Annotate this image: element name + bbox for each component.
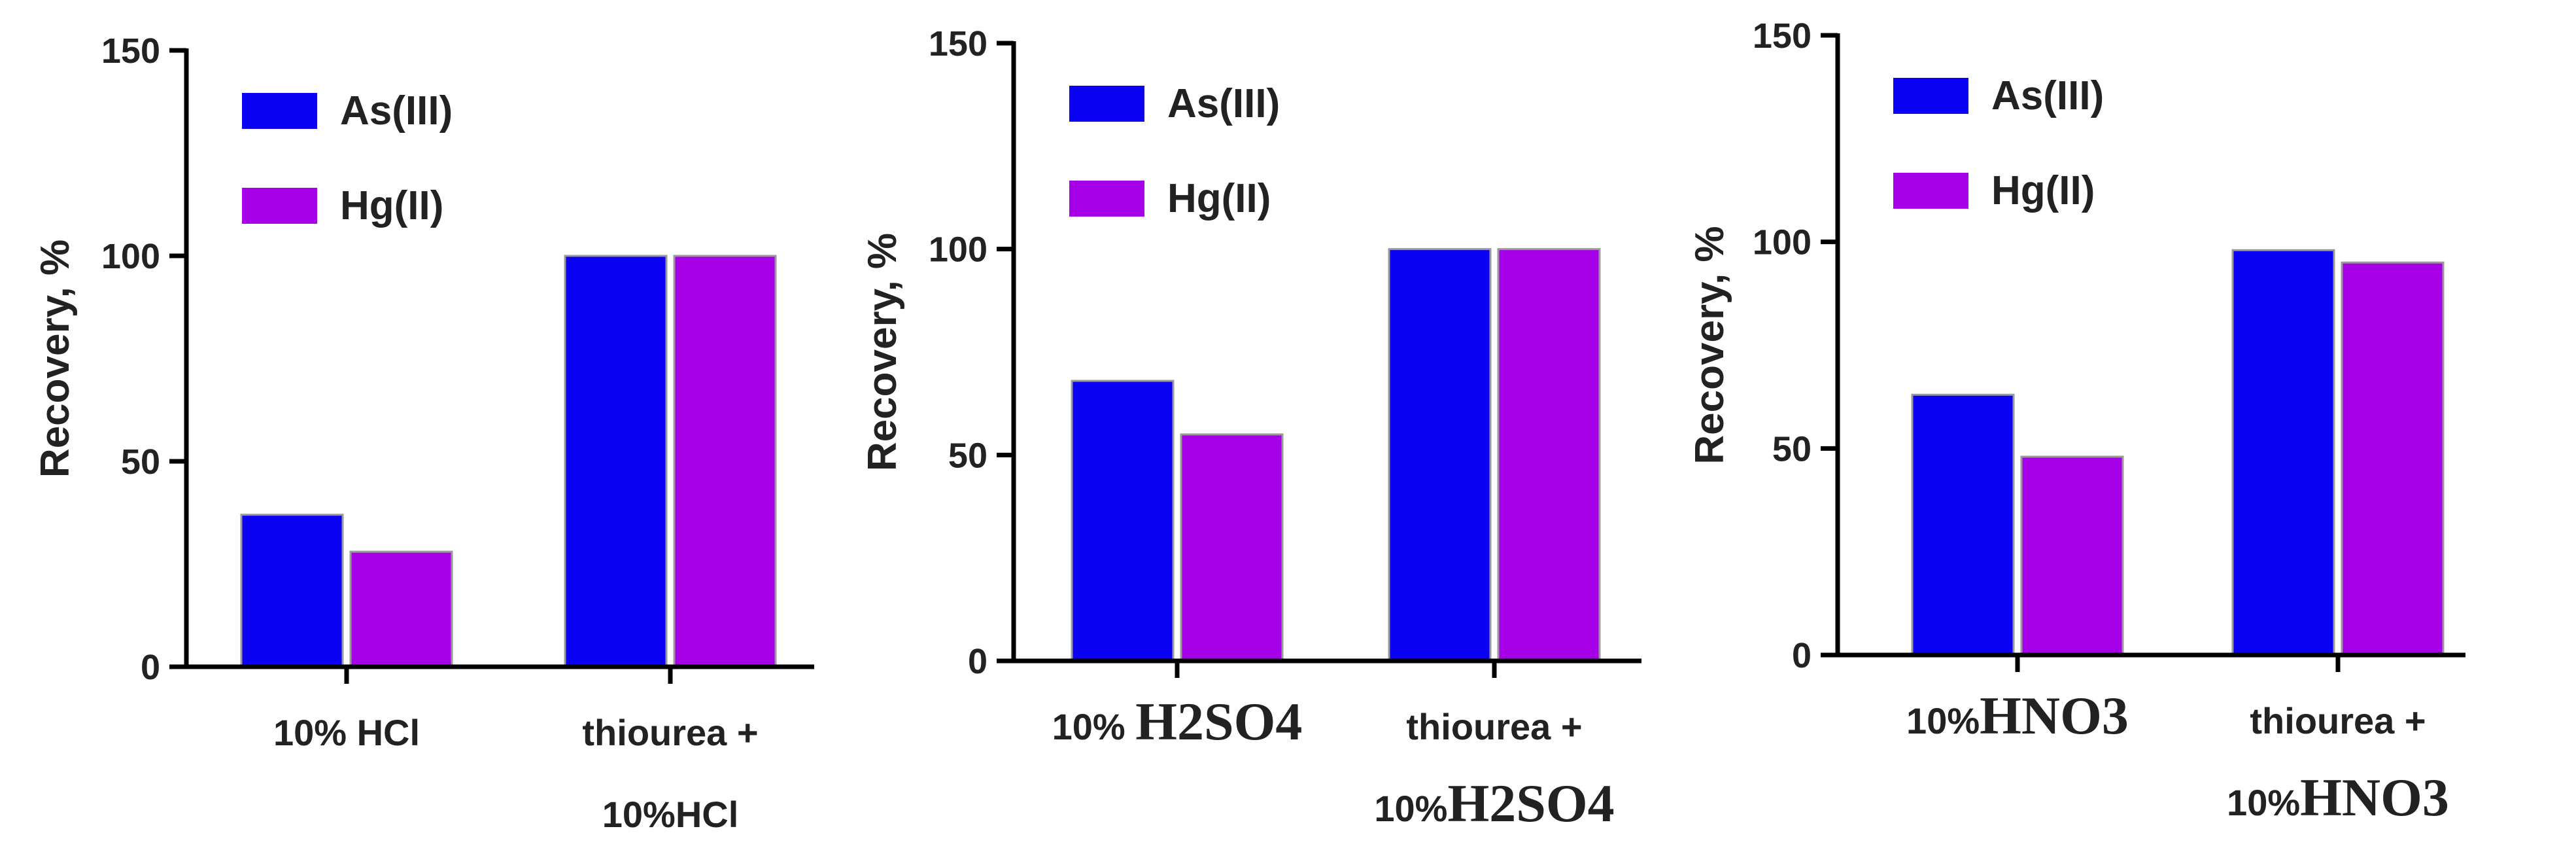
bar-asiii-cat0 — [1911, 393, 2015, 656]
y-axis-label: Recovery, % — [860, 233, 905, 471]
y-tick-label: 100 — [929, 230, 987, 270]
legend-swatch-asiii — [1893, 78, 1968, 114]
legend-swatch-hgii — [1893, 173, 1968, 209]
bar-hgii-cat0 — [349, 550, 453, 668]
x-tick-label: 10%HNO3 — [2227, 768, 2449, 827]
legend-label-asiii: As(III) — [340, 88, 453, 133]
y-tick-label: 50 — [121, 442, 160, 482]
x-tick-label: thiourea + — [1406, 706, 1582, 747]
y-tick-label: 100 — [1753, 223, 1812, 262]
bar-hgii-cat1 — [1497, 248, 1601, 662]
bar-asiii-cat1 — [2231, 249, 2335, 656]
bar-asiii-cat1 — [564, 255, 668, 668]
y-tick-label: 0 — [1792, 636, 1812, 675]
bar-asiii-cat0 — [1071, 380, 1175, 662]
bar-asiii-cat1 — [1388, 248, 1492, 662]
bar-hgii-cat0 — [2020, 455, 2124, 656]
legend-swatch-hgii — [242, 188, 317, 224]
legend-label-hgii: Hg(II) — [1167, 176, 1271, 221]
x-tick-label: 10% HCl — [273, 712, 420, 753]
chart-panel-hno3: 0 50 100 150 Recovery, % As(III) Hg(II) 10%HNO3… — [1687, 16, 2465, 827]
y-tick-label: 0 — [968, 642, 987, 681]
y-tick-label: 50 — [1772, 429, 1812, 469]
x-tick-label: thiourea + — [2250, 700, 2426, 741]
x-tick-label: 10%HNO3 — [1906, 686, 2129, 745]
bar-hgii-cat0 — [1180, 433, 1284, 662]
y-axis-label: Recovery, % — [33, 239, 78, 478]
y-tick-label: 150 — [101, 31, 160, 71]
y-tick-label: 0 — [141, 648, 160, 687]
legend-label-asiii: As(III) — [1991, 73, 2104, 118]
y-tick-label: 100 — [101, 237, 160, 276]
y-axis-label: Recovery, % — [1687, 226, 1732, 464]
bar-asiii-cat0 — [240, 514, 344, 668]
chart-panel-hcl: 0 50 100 150 Recovery, % As(III) Hg(II) 10% HCl… — [33, 31, 814, 835]
x-tick-label: thiourea + — [582, 712, 758, 753]
x-tick-label: 10% H2SO4 — [1052, 692, 1303, 751]
x-tick-label: 10%HCl — [602, 794, 739, 835]
y-tick-label: 50 — [948, 436, 987, 475]
y-tick-label: 150 — [1753, 16, 1812, 56]
bar-hgii-cat1 — [673, 255, 777, 668]
legend-label-asiii: As(III) — [1167, 81, 1280, 126]
legend-swatch-hgii — [1069, 181, 1144, 217]
x-tick-label: 10%H2SO4 — [1374, 773, 1614, 833]
legend-swatch-asiii — [1069, 86, 1144, 122]
chart-panel-h2so4: 0 50 100 150 Recovery, % As(III) Hg(II) 10% H2S… — [860, 24, 1641, 833]
legend-swatch-asiii — [242, 93, 317, 129]
legend-label-hgii: Hg(II) — [340, 183, 443, 228]
bar-hgii-cat1 — [2341, 261, 2445, 656]
y-tick-label: 150 — [929, 24, 987, 63]
legend-label-hgii: Hg(II) — [1991, 168, 2095, 213]
